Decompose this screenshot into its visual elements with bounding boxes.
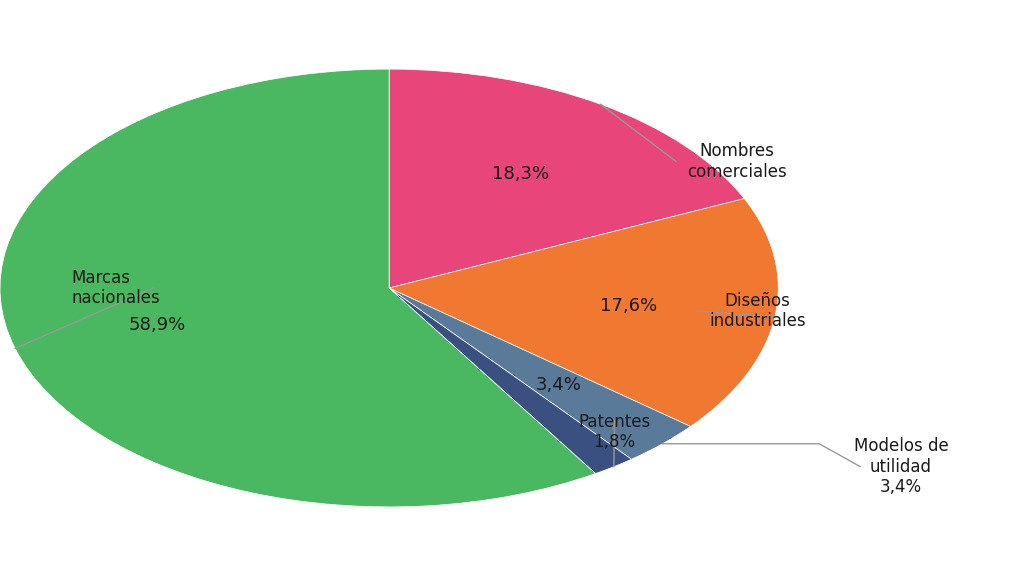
Text: 18,3%: 18,3% — [492, 165, 549, 183]
Wedge shape — [389, 69, 744, 288]
Wedge shape — [389, 199, 778, 426]
Wedge shape — [0, 69, 596, 507]
Text: 58,9%: 58,9% — [129, 316, 186, 335]
Wedge shape — [389, 288, 690, 459]
Text: 17,6%: 17,6% — [600, 297, 656, 315]
Text: Diseños
industriales: Diseños industriales — [710, 291, 806, 331]
Text: Modelos de
utilidad
3,4%: Modelos de utilidad 3,4% — [854, 437, 948, 497]
Text: 3,4%: 3,4% — [536, 376, 582, 393]
Text: Nombres
comerciales: Nombres comerciales — [687, 142, 787, 181]
Wedge shape — [389, 288, 632, 473]
Text: Marcas
nacionales: Marcas nacionales — [72, 268, 161, 308]
Text: Patentes
1,8%: Patentes 1,8% — [579, 412, 650, 452]
